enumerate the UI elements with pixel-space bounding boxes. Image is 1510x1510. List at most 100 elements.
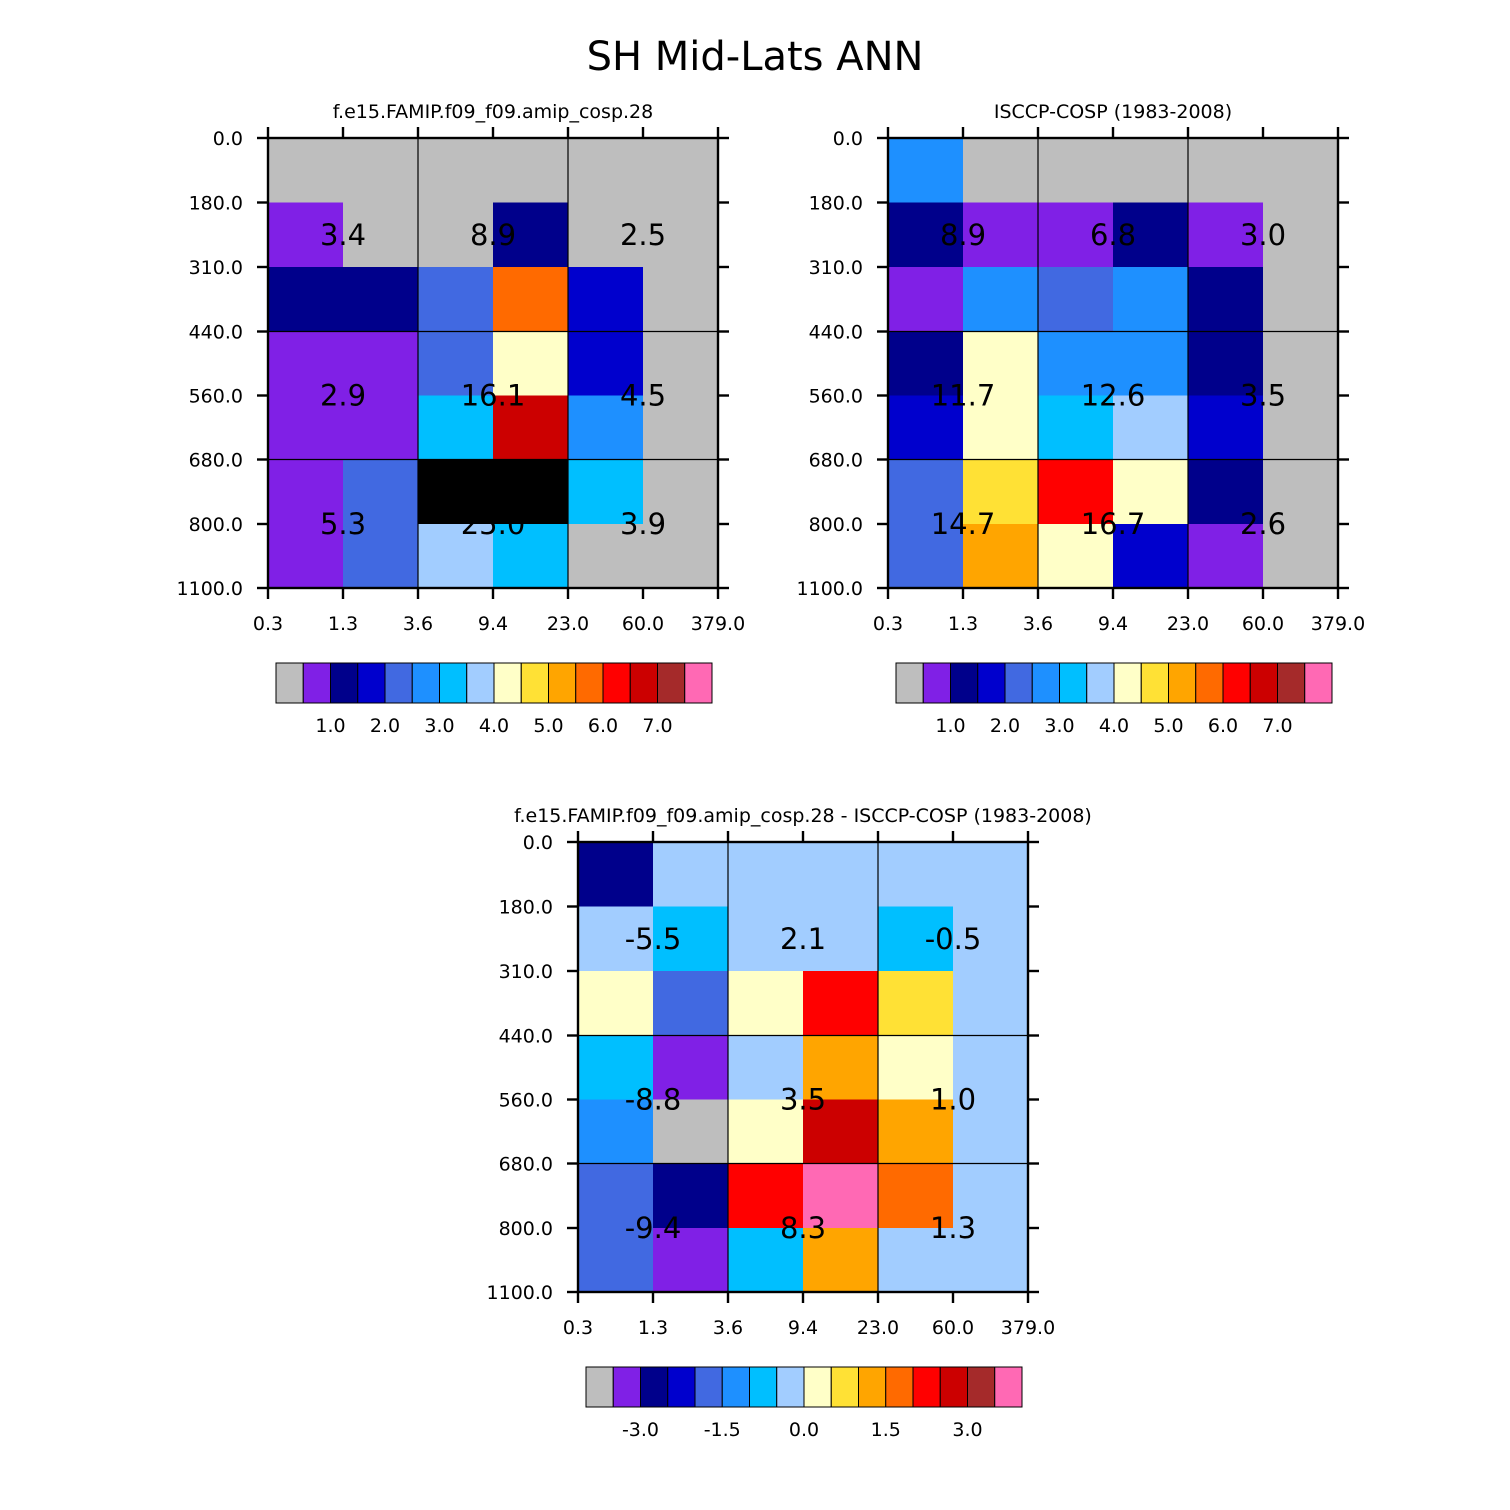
heatmap-cell <box>1113 459 1189 525</box>
colorbar-box <box>629 662 658 704</box>
heatmap-cell <box>418 138 494 204</box>
heatmap-cell <box>1188 267 1264 333</box>
group-value-label: 3.4 <box>320 218 366 252</box>
colorbar-box <box>275 662 304 704</box>
x-tick-label: 60.0 <box>622 613 664 635</box>
x-tick-label: 379.0 <box>1001 1317 1055 1339</box>
heatmap-cell <box>878 1228 954 1293</box>
heatmap-cell <box>728 906 804 972</box>
x-tick-label: 379.0 <box>691 613 745 635</box>
colorbar-tick-label: 1.5 <box>871 1419 901 1441</box>
y-tick-label: 800.0 <box>809 514 863 536</box>
colorbar-box <box>1249 662 1278 704</box>
group-value-label: 3.0 <box>1240 218 1286 252</box>
heatmap-cell <box>1038 267 1114 333</box>
colorbar-tick-label: 2.0 <box>990 715 1020 737</box>
colorbar-box <box>384 662 413 704</box>
heatmap-cell <box>1113 395 1189 461</box>
colorbar-box <box>684 662 713 704</box>
colorbar-box <box>575 662 604 704</box>
x-tick-label: 1.3 <box>948 613 978 635</box>
colorbar-tick-label: 6.0 <box>588 715 618 737</box>
panel-observation: ISCCP-COSP (1983-2008) 0.0 180.0 310.0 440.… <box>797 101 1366 737</box>
heatmap-cell <box>578 971 654 1037</box>
colorbar-box <box>830 1366 859 1408</box>
group-value-label: 6.8 <box>1090 218 1136 252</box>
heatmap-cell <box>653 1035 729 1101</box>
heatmap-cell <box>1263 524 1339 589</box>
heatmap-cell <box>1113 331 1189 397</box>
colorbar-box <box>977 662 1006 704</box>
x-tick-label: 9.4 <box>788 1317 818 1339</box>
colorbar-tick-label: 4.0 <box>479 715 509 737</box>
heatmap-cell <box>803 1228 879 1293</box>
y-tick-label: 800.0 <box>499 1218 553 1240</box>
y-tick-label: 1100.0 <box>177 578 243 600</box>
group-value-label: 2.6 <box>1240 507 1286 541</box>
colorbar-box <box>548 662 577 704</box>
heatmap-cell <box>953 842 1029 908</box>
x-tick-label: 23.0 <box>857 1317 899 1339</box>
x-tick-label: 3.6 <box>403 613 433 635</box>
heatmap-cell <box>1113 138 1189 204</box>
colorbar-tick-label: 7.0 <box>642 715 672 737</box>
colorbar-box <box>657 662 686 704</box>
heatmap-cell <box>888 524 964 589</box>
heatmap-cell <box>888 138 964 204</box>
group-value-label: 8.3 <box>780 1211 826 1245</box>
heatmap-cell <box>643 267 719 333</box>
heatmap-cell <box>493 138 569 204</box>
heatmap-cell <box>1188 331 1264 397</box>
heatmap-cell <box>268 202 344 268</box>
heatmap-cell <box>1038 331 1114 397</box>
group-value-label: 3.9 <box>620 507 666 541</box>
heatmap-cell <box>268 331 344 397</box>
group-value-label: 16.1 <box>461 379 526 413</box>
colorbar-box <box>1059 662 1088 704</box>
group-value-label: 2.9 <box>320 379 366 413</box>
y-tick-label: 1100.0 <box>797 578 863 600</box>
panel-difference-colorbar: -3.0 -1.5 0.0 1.5 3.0 <box>585 1366 1023 1441</box>
heatmap-cell <box>1038 459 1114 525</box>
heatmap-cell <box>493 331 569 397</box>
heatmap-cell <box>343 395 419 461</box>
y-tick-label: 680.0 <box>809 450 863 472</box>
group-value-label: 8.9 <box>470 218 516 252</box>
heatmap-cell <box>953 1035 1029 1101</box>
heatmap-cell <box>1263 331 1339 397</box>
heatmap-cell <box>653 1099 729 1165</box>
heatmap-cell <box>343 267 419 333</box>
heatmap-cell <box>493 395 569 461</box>
heatmap-cell <box>953 906 1029 972</box>
heatmap-cell <box>1263 138 1339 204</box>
y-tick-label: 180.0 <box>189 193 243 215</box>
colorbar-box <box>1195 662 1224 704</box>
colorbar-box <box>640 1366 669 1408</box>
group-value-label: -0.5 <box>925 922 982 956</box>
colorbar-box <box>922 662 951 704</box>
colorbar-box <box>357 662 386 704</box>
colorbar-box <box>302 662 331 704</box>
heatmap-cell <box>728 1228 804 1293</box>
heatmap-cell <box>888 267 964 333</box>
heatmap-cell <box>803 971 879 1037</box>
panel-observation-plot: 0.0 180.0 310.0 440.0 560.0 680.0 800.0 1100.0 0… <box>797 127 1365 635</box>
heatmap-cell <box>568 202 644 268</box>
colorbar-box <box>1140 662 1169 704</box>
panel-difference: f.e15.FAMIP.f09_f09.amip_cosp.28 - ISCCP… <box>487 805 1092 1441</box>
heatmap-cell <box>1038 395 1114 461</box>
panel-difference-title: f.e15.FAMIP.f09_f09.amip_cosp.28 - ISCCP… <box>514 805 1092 827</box>
group-value-label: 14.7 <box>931 507 996 541</box>
colorbar-tick-label: 3.0 <box>952 1419 982 1441</box>
colorbar-box <box>411 662 440 704</box>
colorbar-box <box>439 662 468 704</box>
heatmap-cell <box>953 1228 1029 1293</box>
y-tick-label: 0.0 <box>523 832 553 854</box>
heatmap-cell <box>493 524 569 589</box>
colorbar-tick-label: 0.0 <box>789 1419 819 1441</box>
heatmap-cell <box>578 1163 654 1229</box>
heatmap-cell <box>643 459 719 525</box>
colorbar-tick-label: 1.0 <box>935 715 965 737</box>
heatmap-cell <box>418 395 494 461</box>
x-tick-label: 0.3 <box>253 613 283 635</box>
